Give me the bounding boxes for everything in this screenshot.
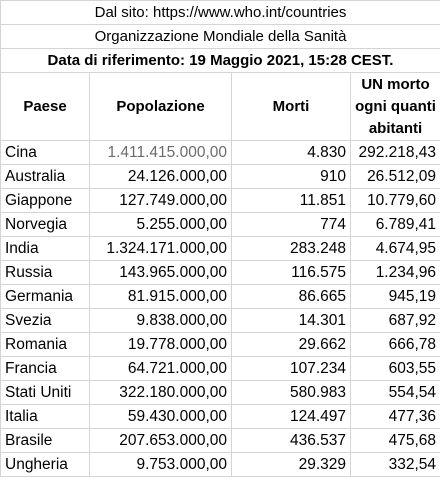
cell-country[interactable]: Germania (0, 284, 90, 309)
cell-deaths[interactable]: 86.665 (231, 284, 351, 309)
cell-population[interactable]: 1.411.415.000,00 (89, 140, 232, 165)
source-row: Dal sito: https://www.who.int/countries (0, 0, 440, 25)
cell-country[interactable]: Norvegia (0, 212, 90, 237)
cell-deaths[interactable]: 124.497 (231, 404, 351, 429)
cell-country[interactable]: Australia (0, 164, 90, 189)
cell-population[interactable]: 5.255.000,00 (89, 212, 232, 237)
cell-deaths[interactable]: 11.851 (231, 188, 351, 213)
cell-ratio[interactable]: 10.779,60 (349, 188, 440, 213)
cell-ratio[interactable]: 945,19 (349, 284, 440, 309)
cell-ratio[interactable]: 554,54 (349, 380, 440, 405)
cell-ratio[interactable]: 292.218,43 (349, 140, 440, 165)
cell-deaths[interactable]: 107.234 (231, 356, 351, 381)
column-header-country[interactable]: Paese (0, 72, 90, 141)
cell-population[interactable]: 207.653.000,00 (89, 428, 232, 453)
cell-country[interactable]: Giappone (0, 188, 90, 213)
cell-deaths[interactable]: 4.830 (231, 140, 351, 165)
cell-country[interactable]: Russia (0, 260, 90, 285)
reference-date-row: Data di riferimento: 19 Maggio 2021, 15:… (0, 48, 440, 73)
cell-ratio[interactable]: 603,55 (349, 356, 440, 381)
cell-country[interactable]: Cina (0, 140, 90, 165)
cell-country[interactable]: Romania (0, 332, 90, 357)
cell-country[interactable]: Francia (0, 356, 90, 381)
table-row: Cina 1.411.415.000,00 4.830 292.218,43 (0, 140, 440, 165)
source-cell[interactable]: Dal sito: https://www.who.int/countries (0, 0, 440, 25)
cell-population[interactable]: 1.324.171.000,00 (89, 236, 232, 261)
cell-population[interactable]: 143.965.000,00 (89, 260, 232, 285)
table-row: Italia 59.430.000,00 124.497 477,36 (0, 404, 440, 429)
cell-deaths[interactable]: 580.983 (231, 380, 351, 405)
cell-deaths[interactable]: 910 (231, 164, 351, 189)
column-header-ratio[interactable]: UN morto ogni quanti abitanti (349, 72, 440, 141)
cell-ratio[interactable]: 26.512,09 (349, 164, 440, 189)
cell-country[interactable]: India (0, 236, 90, 261)
organization-cell[interactable]: Organizzazione Mondiale della Sanità (0, 24, 440, 49)
cell-country[interactable]: Italia (0, 404, 90, 429)
cell-country[interactable]: Ungheria (0, 452, 90, 477)
cell-population[interactable]: 127.749.000,00 (89, 188, 232, 213)
table-row: Stati Uniti 322.180.000,00 580.983 554,54 (0, 380, 440, 405)
cell-population[interactable]: 9.753.000,00 (89, 452, 232, 477)
cell-ratio[interactable]: 666,78 (349, 332, 440, 357)
table-row: Russia 143.965.000,00 116.575 1.234,96 (0, 260, 440, 285)
table-row: India 1.324.171.000,00 283.248 4.674,95 (0, 236, 440, 261)
column-header-row: Paese Popolazione Morti UN morto ogni qu… (0, 72, 440, 141)
table-row: Germania 81.915.000,00 86.665 945,19 (0, 284, 440, 309)
cell-population[interactable]: 19.778.000,00 (89, 332, 232, 357)
cell-deaths[interactable]: 14.301 (231, 308, 351, 333)
table-row: Australia 24.126.000,00 910 26.512,09 (0, 164, 440, 189)
table-body: Cina 1.411.415.000,00 4.830 292.218,43 Austr… (0, 140, 440, 477)
cell-deaths[interactable]: 29.662 (231, 332, 351, 357)
table-row: Ungheria 9.753.000,00 29.329 332,54 (0, 452, 440, 477)
table-row: Romania 19.778.000,00 29.662 666,78 (0, 332, 440, 357)
cell-deaths[interactable]: 436.537 (231, 428, 351, 453)
cell-population[interactable]: 64.721.000,00 (89, 356, 232, 381)
cell-deaths[interactable]: 116.575 (231, 260, 351, 285)
cell-country[interactable]: Stati Uniti (0, 380, 90, 405)
cell-ratio[interactable]: 332,54 (349, 452, 440, 477)
cell-deaths[interactable]: 29.329 (231, 452, 351, 477)
cell-population[interactable]: 24.126.000,00 (89, 164, 232, 189)
cell-deaths[interactable]: 283.248 (231, 236, 351, 261)
cell-population[interactable]: 322.180.000,00 (89, 380, 232, 405)
column-header-deaths[interactable]: Morti (231, 72, 351, 141)
cell-country[interactable]: Svezia (0, 308, 90, 333)
cell-population[interactable]: 9.838.000,00 (89, 308, 232, 333)
table-row: Norvegia 5.255.000,00 774 6.789,41 (0, 212, 440, 237)
cell-ratio[interactable]: 1.234,96 (349, 260, 440, 285)
table-row: Brasile 207.653.000,00 436.537 475,68 (0, 428, 440, 453)
cell-ratio[interactable]: 6.789,41 (349, 212, 440, 237)
cell-ratio[interactable]: 4.674,95 (349, 236, 440, 261)
cell-ratio[interactable]: 475,68 (349, 428, 440, 453)
cell-deaths[interactable]: 774 (231, 212, 351, 237)
cell-ratio[interactable]: 477,36 (349, 404, 440, 429)
cell-ratio[interactable]: 687,92 (349, 308, 440, 333)
column-header-population[interactable]: Popolazione (89, 72, 232, 141)
cell-population[interactable]: 81.915.000,00 (89, 284, 232, 309)
cell-country[interactable]: Brasile (0, 428, 90, 453)
table-row: Giappone 127.749.000,00 11.851 10.779,60 (0, 188, 440, 213)
table-row: Svezia 9.838.000,00 14.301 687,92 (0, 308, 440, 333)
reference-date-cell[interactable]: Data di riferimento: 19 Maggio 2021, 15:… (0, 48, 440, 73)
cell-population[interactable]: 59.430.000,00 (89, 404, 232, 429)
table-row: Francia 64.721.000,00 107.234 603,55 (0, 356, 440, 381)
organization-row: Organizzazione Mondiale della Sanità (0, 24, 440, 49)
